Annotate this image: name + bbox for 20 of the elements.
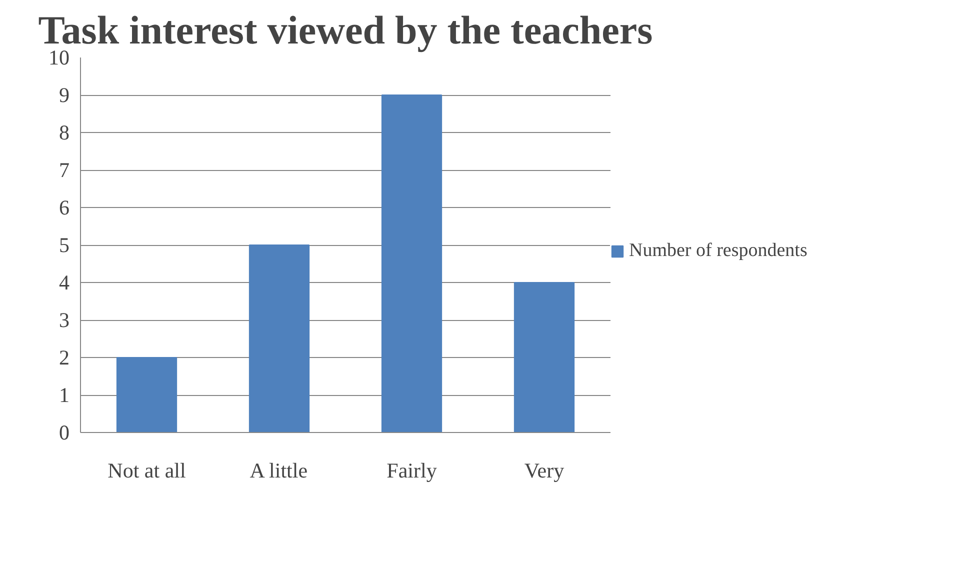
y-tick-label: 9 [59,83,70,107]
x-tick-label: Not at all [108,458,186,482]
y-tick-label: 7 [59,158,70,182]
bar [381,94,442,432]
y-tick-label: 2 [59,346,70,370]
y-tick-label: 1 [59,383,70,407]
y-tick-label: 8 [59,120,70,144]
y-tick-label: 0 [59,420,70,444]
y-tick-label: 3 [59,308,70,332]
y-tick-label: 5 [59,233,70,257]
bar [116,357,178,432]
x-tick-label: Fairly [386,458,438,482]
x-tick-label: Very [524,458,565,482]
bar [514,282,575,432]
y-tick-label: 6 [59,196,70,220]
legend-label: Number of respondents [629,240,808,262]
y-tick-label: 10 [48,46,70,70]
bar [248,244,310,432]
x-tick-label: A little [250,458,308,482]
y-tick-label: 4 [59,270,70,294]
